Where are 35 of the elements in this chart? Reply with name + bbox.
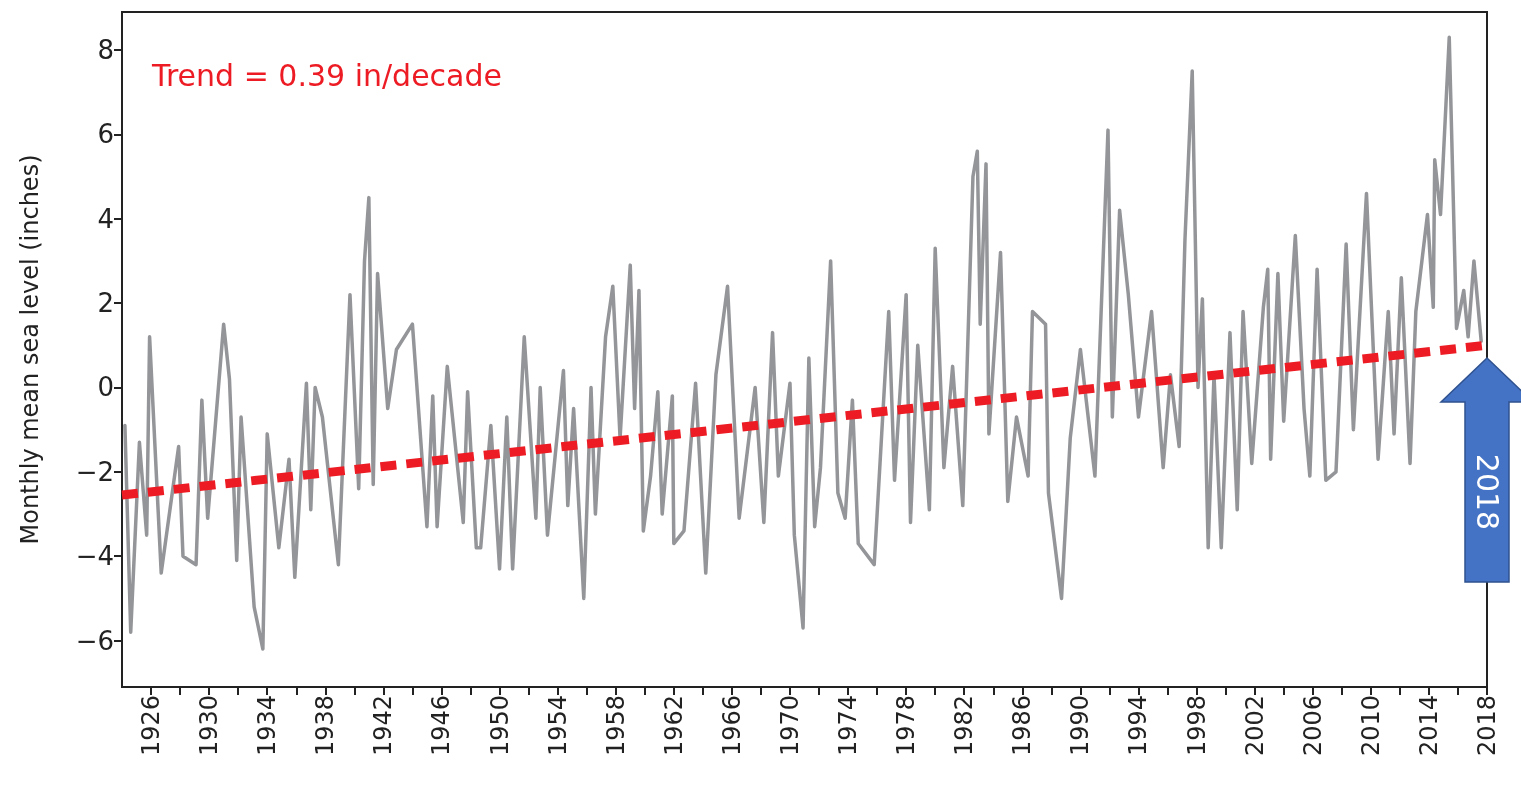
- y-tick-label: 0: [97, 372, 114, 403]
- y-tick-label: 2: [97, 288, 114, 319]
- x-tick-label: 1954: [543, 695, 572, 757]
- x-tick-label: 2002: [1240, 695, 1269, 757]
- x-tick-label: 1978: [892, 695, 921, 757]
- x-tick-label: 1934: [253, 695, 282, 757]
- y-tick-label: −2: [75, 456, 114, 487]
- x-tick-label: 1970: [775, 695, 804, 757]
- x-tick-label: 1930: [195, 695, 224, 757]
- y-tick-label: −6: [75, 625, 114, 656]
- x-tick-label: 1998: [1182, 695, 1211, 757]
- x-tick-label: 1974: [834, 695, 863, 757]
- text: Trend = 0.39 in/decade: [151, 57, 502, 93]
- x-tick-label: 2014: [1414, 695, 1443, 757]
- x-tick-label: 1982: [950, 695, 979, 757]
- x-tick-label: 1938: [311, 695, 340, 757]
- x-tick-label: 1958: [601, 695, 630, 757]
- y-tick-label: 6: [97, 119, 114, 150]
- x-tick-label: 1994: [1124, 695, 1153, 757]
- y-tick-label: 4: [97, 203, 114, 234]
- x-tick-label: 1966: [717, 695, 746, 757]
- x-tick-label: 1990: [1066, 695, 1095, 757]
- x-tick-label: 1942: [369, 695, 398, 757]
- annotation: 2018: [1469, 453, 1505, 531]
- x-tick-label: 2010: [1356, 695, 1385, 757]
- x-tick-label: 1946: [427, 695, 456, 757]
- x-tick-label: 1986: [1008, 695, 1037, 757]
- y-tick-label: 8: [97, 34, 114, 65]
- x-tick-label: 1950: [485, 695, 514, 757]
- y-tick-label: −4: [75, 541, 114, 572]
- x-tick-label: 1962: [659, 695, 688, 757]
- y-axis-title: Monthly mean sea level (inches): [16, 154, 44, 545]
- x-tick-label: 2006: [1298, 695, 1327, 757]
- x-tick-label: 1926: [137, 695, 166, 757]
- x-tick-label: 2018: [1473, 695, 1501, 757]
